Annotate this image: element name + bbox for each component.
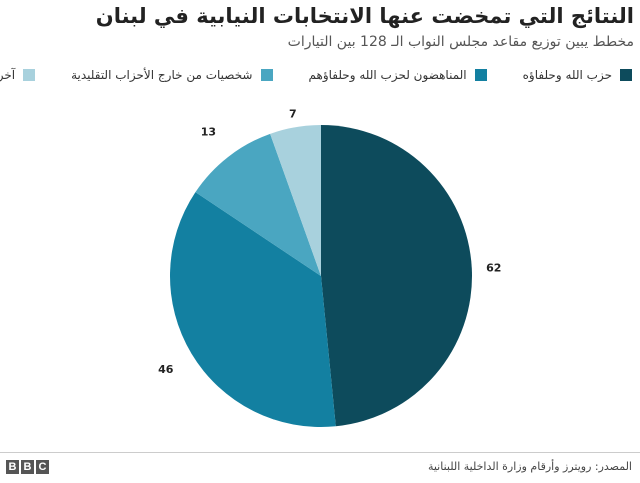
chart-title: النتائج التي تمخضت عنها الانتخابات النيا… [95, 4, 634, 28]
logo-letter: B [21, 460, 34, 474]
pie-slice-2 [170, 192, 336, 427]
pie-slice-1 [321, 125, 472, 427]
legend-label: شخصيات من خارج الأحزاب التقليدية [71, 68, 253, 82]
legend-item-others: آخرون [0, 68, 36, 82]
legend-swatch [474, 69, 487, 81]
slice-value-label-3: 13 [201, 126, 216, 139]
slice-value-label-2: 46 [158, 363, 174, 376]
legend-swatch [620, 69, 632, 81]
legend-item-independents: شخصيات من خارج الأحزاب التقليدية [71, 68, 273, 82]
legend-label: آخرون [0, 68, 16, 82]
source-note: المصدر: رويترز وأرقام وزارة الداخلية الل… [427, 460, 632, 473]
pie-slice-3 [195, 133, 321, 276]
logo-letter: B [6, 460, 19, 474]
slice-value-label-1: 62 [486, 262, 501, 275]
bbc-logo: B B C [6, 460, 51, 474]
footer-divider [0, 452, 640, 453]
legend-item-hezbollah: حزب الله وحلفاؤه [523, 68, 632, 82]
chart-header: النتائج التي تمخضت عنها الانتخابات النيا… [6, 2, 634, 52]
chart-legend: حزب الله وحلفاؤه المناهضون لحزب الله وحل… [0, 68, 632, 82]
legend-swatch [260, 69, 273, 81]
legend-item-opponents: المناهضون لحزب الله وحلفاؤهم [309, 68, 487, 82]
slice-value-label-4: 7 [289, 107, 297, 120]
legend-label: حزب الله وحلفاؤه [522, 68, 612, 82]
legend-swatch [23, 69, 36, 81]
legend-label: المناهضون لحزب الله وحلفاؤهم [308, 68, 467, 82]
pie-slice-4 [270, 125, 321, 276]
chart-subtitle: مخطط يبين توزيع مقاعد مجلس النواب الـ 12… [287, 34, 634, 50]
logo-letter: C [36, 460, 49, 474]
